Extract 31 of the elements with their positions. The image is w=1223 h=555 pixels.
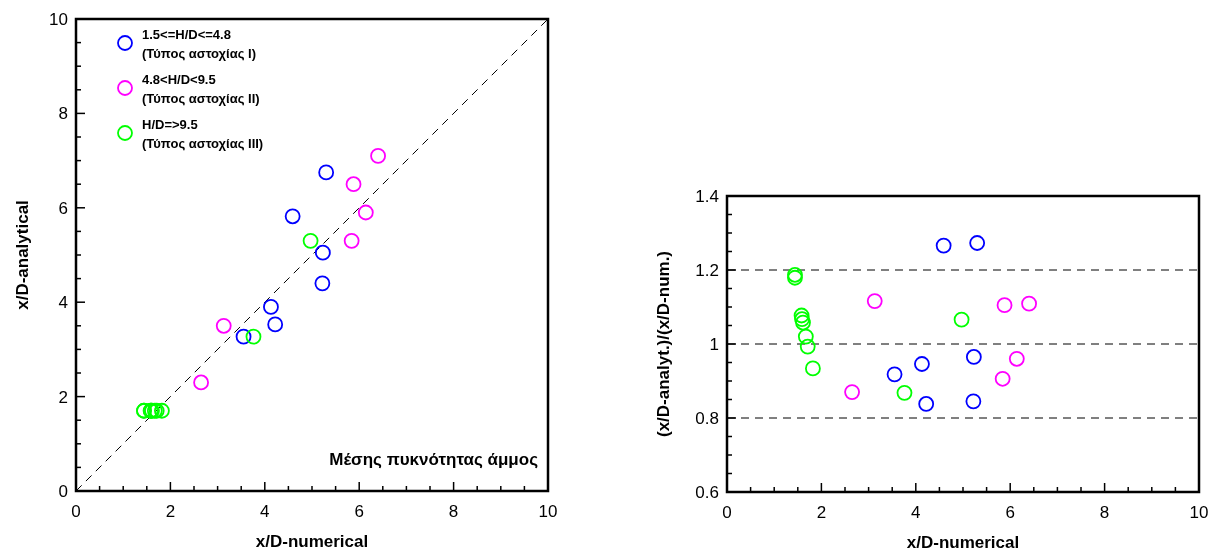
x-tick-label: 8 xyxy=(1099,503,1110,522)
legend-label: 1.5<=H/D<=4.8 (Τύπος αστοχίας I) xyxy=(142,27,256,61)
y-tick-label: 4 xyxy=(58,293,68,313)
legend-label: 4.8<H/D<9.5 (Τύπος αστοχίας II) xyxy=(142,72,260,106)
annotation: Μέσης πυκνότητας άμμος xyxy=(329,450,539,469)
y-tick-label: 0.6 xyxy=(695,483,719,502)
y-tick-label: 10 xyxy=(49,10,68,29)
x-tick-label: 0 xyxy=(71,502,81,521)
y-tick-label: 0.8 xyxy=(695,409,719,428)
x-tick-label: 8 xyxy=(448,502,459,521)
x-tick-label: 4 xyxy=(911,503,921,522)
y-tick-label: 1.2 xyxy=(695,261,719,280)
y-tick-label: 1 xyxy=(709,335,719,354)
x-tick-label: 0 xyxy=(722,503,732,522)
y-tick-label: 2 xyxy=(58,387,68,407)
y-tick-label: 8 xyxy=(58,104,68,124)
x-tick-label: 4 xyxy=(260,502,270,521)
y-axis-title: (x/D-analyt.)/(x/D-num.) xyxy=(654,250,673,438)
x-tick-label: 10 xyxy=(538,502,558,521)
legend-label: H/D=>9.5 (Τύπος αστοχίας III) xyxy=(142,117,264,151)
x-tick-label: 2 xyxy=(165,502,176,521)
x-axis-title: x/D-numerical xyxy=(906,533,1020,552)
y-tick-label: 0 xyxy=(58,482,68,501)
x-tick-label: 2 xyxy=(816,503,827,522)
x-tick-label: 10 xyxy=(1189,503,1209,522)
x-tick-label: 6 xyxy=(354,502,364,521)
y-tick-label: 6 xyxy=(58,198,68,218)
x-tick-label: 6 xyxy=(1005,503,1015,522)
y-tick-label: 1.4 xyxy=(695,187,719,206)
x-axis-title: x/D-numerical xyxy=(255,532,369,551)
y-axis-title: x/D-analytical xyxy=(13,200,32,310)
